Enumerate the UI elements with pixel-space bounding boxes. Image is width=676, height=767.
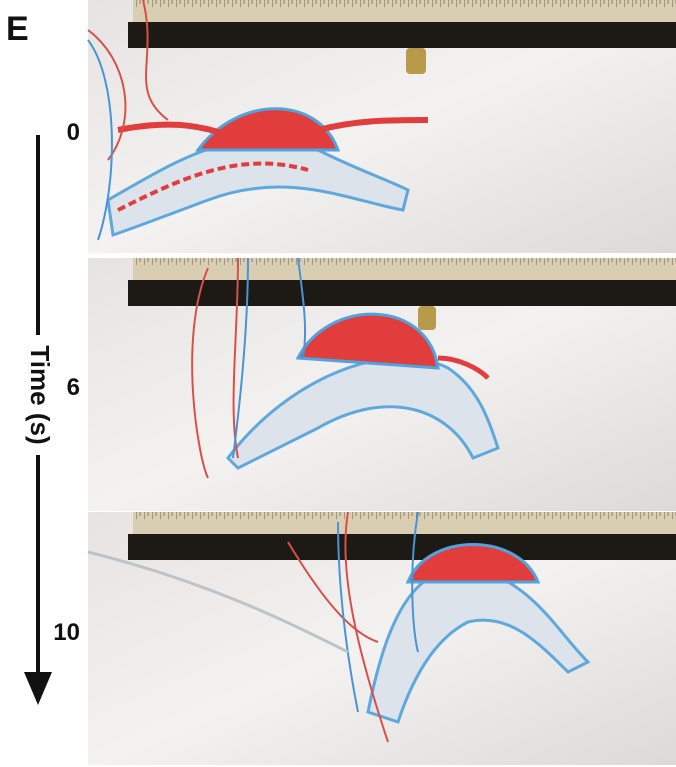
photo-frame [87, 0, 676, 253]
arrow-head [24, 672, 52, 705]
photo-frame [87, 511, 676, 765]
photo-frame [88, 257, 676, 511]
axis-label-backdrop [22, 335, 54, 455]
time-label: 10 [53, 619, 80, 646]
time-label: 0 [67, 119, 80, 146]
time-label: 6 [67, 374, 80, 401]
panel-label: E [6, 10, 29, 48]
axis-label: Time (s) [25, 345, 55, 444]
